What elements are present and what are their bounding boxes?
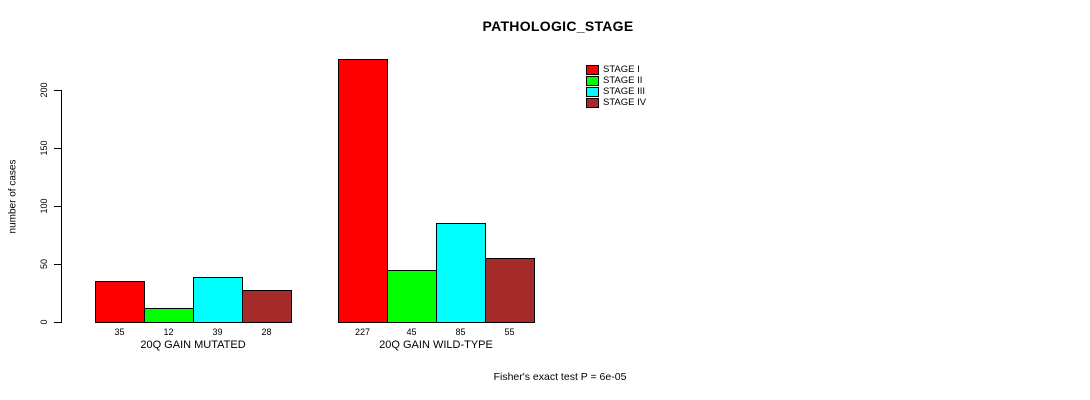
y-tick-label: 100 [39,198,49,214]
bar-value-label: 28 [261,327,272,337]
group-label: 20Q GAIN MUTATED [140,339,246,351]
bar [242,290,292,323]
y-tick [54,90,61,91]
bar [436,223,486,323]
legend-row: STAGE III [586,86,646,97]
legend-label: STAGE IV [603,97,647,108]
bar [387,270,437,323]
legend-swatch [586,75,599,86]
group-label: 20Q GAIN WILD-TYPE [379,339,493,351]
bar-value-label: 85 [455,327,466,337]
bar-value-label: 12 [163,327,174,337]
bar [193,277,243,323]
legend-row: STAGE IV [586,97,646,108]
footnote: Fisher's exact test P = 6e-05 [493,371,627,383]
legend-swatch [586,86,599,97]
bar [144,308,194,323]
y-tick [54,206,61,207]
bar [338,59,388,323]
y-tick [54,322,61,323]
bar-value-label: 45 [406,327,417,337]
bar-value-label: 55 [504,327,515,337]
y-tick-label: 0 [39,319,49,325]
y-axis-label: number of cases [7,159,19,234]
y-tick-label: 50 [39,259,49,270]
bar-value-label: 39 [212,327,223,337]
y-tick-label: 200 [39,82,49,98]
legend: STAGE I STAGE II STAGE III STAGE IV [586,64,646,108]
legend-label: STAGE III [603,86,646,97]
chart-title: PATHOLOGIC_STAGE [482,18,634,34]
legend-label: STAGE II [603,75,643,86]
legend-label: STAGE I [603,64,640,75]
legend-swatch [586,97,599,108]
legend-swatch [586,64,599,75]
legend-row: STAGE II [586,75,646,86]
bar [95,281,145,323]
y-tick-label: 150 [39,140,49,156]
bar [485,258,535,323]
bar-value-label: 35 [114,327,125,337]
y-tick [54,148,61,149]
y-axis-line [61,90,62,323]
y-tick [54,264,61,265]
legend-row: STAGE I [586,64,646,75]
bar-value-label: 227 [354,327,371,337]
